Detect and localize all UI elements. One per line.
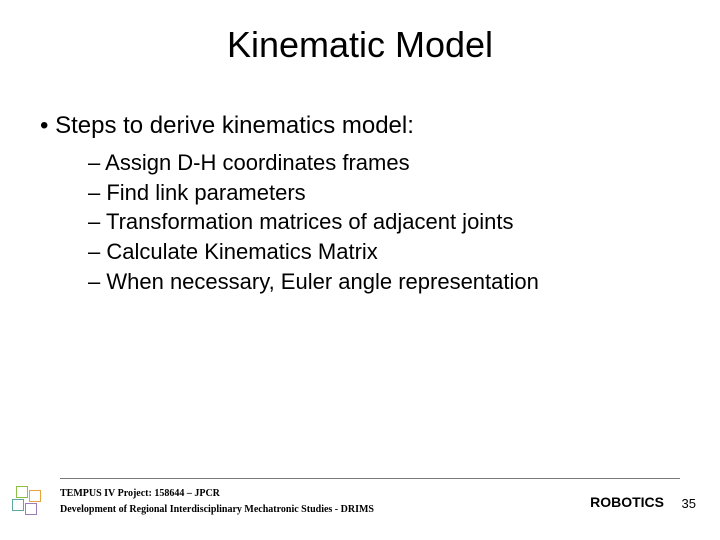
footer-line-1: TEMPUS IV Project: 158644 – JPCR: [60, 486, 374, 502]
bullet-l2-text: Calculate Kinematics Matrix: [106, 239, 377, 264]
footer-divider-line: [60, 478, 680, 479]
bullet-level-2: Assign D-H coordinates frames: [88, 148, 680, 178]
logo-icon: [12, 484, 48, 520]
footer-line-2: Development of Regional Interdisciplinar…: [60, 502, 374, 518]
bullet-l2-text: Assign D-H coordinates frames: [105, 150, 409, 175]
bullet-l1-text: Steps to derive kinematics model:: [55, 112, 414, 139]
bullet-level-2: Find link parameters: [88, 178, 680, 208]
logo-square: [29, 490, 41, 502]
bullet-level-1: Steps to derive kinematics model:: [40, 112, 680, 140]
logo-square: [16, 486, 28, 498]
slide: Kinematic Model Steps to derive kinemati…: [0, 0, 720, 540]
slide-footer: TEMPUS IV Project: 158644 – JPCR Develop…: [0, 478, 720, 526]
bullet-l2-text: Transformation matrices of adjacent join…: [106, 209, 514, 234]
page-number: 35: [682, 496, 696, 511]
logo-square: [25, 503, 37, 515]
bullet-level-2: Transformation matrices of adjacent join…: [88, 207, 680, 237]
logo-square: [12, 499, 24, 511]
bullet-level-2: Calculate Kinematics Matrix: [88, 237, 680, 267]
bullet-l2-text: When necessary, Euler angle representati…: [106, 269, 539, 294]
slide-title: Kinematic Model: [40, 24, 680, 66]
bullet-level-2: When necessary, Euler angle representati…: [88, 267, 680, 297]
sub-bullet-list: Assign D-H coordinates frames Find link …: [88, 148, 680, 296]
footer-course-label: ROBOTICS: [590, 494, 664, 510]
footer-project-info: TEMPUS IV Project: 158644 – JPCR Develop…: [60, 486, 374, 518]
bullet-l2-text: Find link parameters: [106, 180, 305, 205]
